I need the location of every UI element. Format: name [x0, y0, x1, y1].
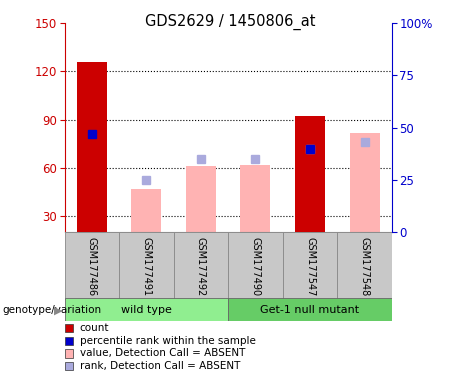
Bar [186, 166, 216, 232]
Text: GSM177491: GSM177491 [142, 237, 151, 296]
Text: value, Detection Call = ABSENT: value, Detection Call = ABSENT [80, 348, 245, 358]
Bar [119, 232, 174, 300]
Bar [337, 232, 392, 300]
Text: GDS2629 / 1450806_at: GDS2629 / 1450806_at [145, 13, 316, 30]
Text: count: count [80, 323, 109, 333]
Bar [65, 298, 228, 321]
Bar [131, 189, 161, 232]
Bar [77, 62, 107, 232]
Bar [174, 232, 228, 300]
Text: GSM177486: GSM177486 [87, 237, 97, 296]
Text: genotype/variation: genotype/variation [2, 305, 101, 315]
Text: ▶: ▶ [54, 305, 63, 315]
Text: rank, Detection Call = ABSENT: rank, Detection Call = ABSENT [80, 361, 240, 371]
Bar [295, 116, 325, 232]
Text: percentile rank within the sample: percentile rank within the sample [80, 336, 256, 346]
Bar [65, 232, 119, 300]
Text: wild type: wild type [121, 305, 172, 314]
Bar [228, 298, 392, 321]
Bar [228, 232, 283, 300]
Bar [283, 232, 337, 300]
Text: GSM177492: GSM177492 [196, 237, 206, 296]
Text: GSM177490: GSM177490 [250, 237, 260, 296]
Text: Get-1 null mutant: Get-1 null mutant [260, 305, 360, 314]
Text: GSM177548: GSM177548 [360, 237, 370, 296]
Text: GSM177547: GSM177547 [305, 237, 315, 296]
Bar [241, 165, 271, 232]
Bar [349, 132, 379, 232]
